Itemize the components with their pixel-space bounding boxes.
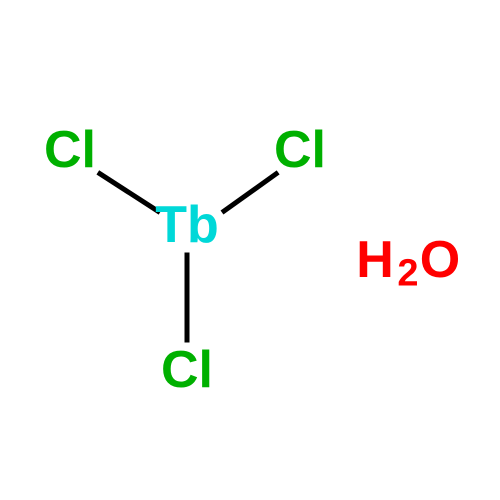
bond-tb-cl-bottom	[185, 252, 190, 342]
atom-cl-topright: Cl	[274, 120, 326, 180]
bond-tb-cl-topright	[221, 170, 280, 214]
bond-tb-cl-topleft	[97, 170, 162, 214]
atom-o: O	[420, 230, 460, 290]
atom-tb: Tb	[155, 195, 219, 255]
atom-h2-subscript: 2	[397, 253, 418, 296]
atom-cl-bottom: Cl	[161, 340, 213, 400]
atom-h2: H	[356, 230, 394, 290]
atom-cl-topleft: Cl	[44, 120, 96, 180]
